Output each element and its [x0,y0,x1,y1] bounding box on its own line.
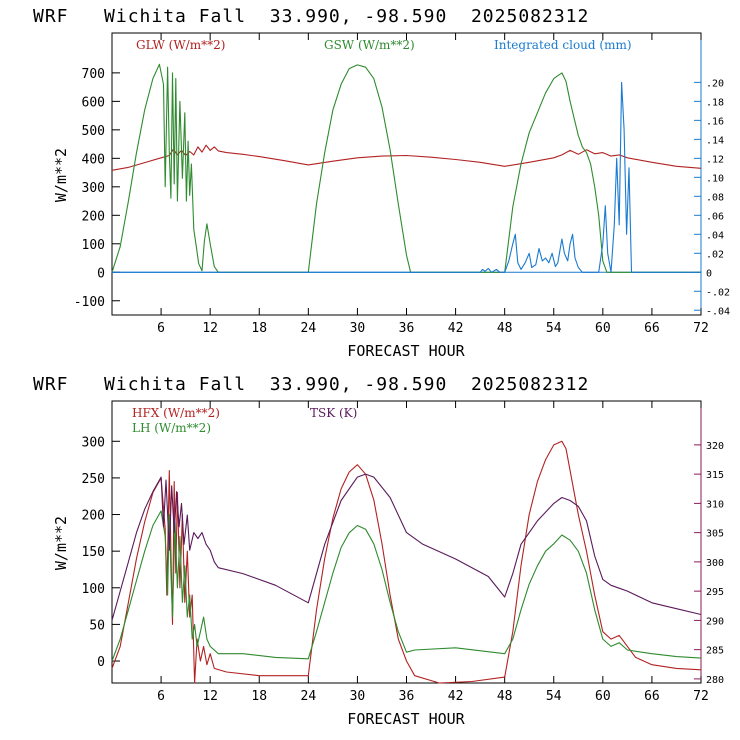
y-ticks: -100 0 100 200 300 400 500 600 700 [74,67,120,310]
flux-temperature-chart: WRF Wichita Fall 33.990, -98.590 2025082… [33,374,724,728]
legend-cloud: Integrated cloud (mm) [494,38,632,52]
legend-tsk: TSK (K) [310,406,357,420]
x-tick-label: 48 [497,689,513,704]
y2-tick-label: 295 [706,587,724,598]
x-tick-label: 24 [301,689,317,704]
y2-tick-label: .14 [706,135,724,146]
x-tick-label: 60 [595,321,611,336]
series-line-integrated [112,81,701,273]
y-tick-label: 0 [97,655,105,670]
plot-frame [111,400,702,684]
x-tick-label: 6 [157,321,165,336]
x-ticks: 6 12 18 24 30 36 42 48 54 60 66 72 [157,401,709,704]
y-tick-label: 0 [97,266,105,281]
y2-tick-label: 0 [706,268,712,279]
y-ticks: 0 50 100 150 200 250 300 [82,435,120,670]
y2-ticks: -.04 -.02 0 .02 .04 .06 .08 .10 .12 .14 .16 .18 .20 [694,78,730,317]
x-tick-label: 30 [350,689,366,704]
legend-gsw: GSW (W/m**2) [324,38,415,52]
y2-tick-label: 315 [706,470,724,481]
y-tick-label: 200 [82,509,105,524]
y-tick-label: 600 [82,95,105,110]
y-axis-label: W/m**2 [52,148,70,202]
x-tick-label: 66 [644,321,660,336]
y-tick-label: 500 [82,124,105,139]
y2-tick-label: 310 [706,499,724,510]
x-tick-label: 42 [448,321,464,336]
y-tick-label: 200 [82,209,105,224]
chart-title: WRF Wichita Fall 33.990, -98.590 2025082… [33,374,589,395]
series-line-gsw [111,63,701,273]
series-line-hfx [111,440,702,684]
y-tick-label: 50 [89,618,105,633]
y-tick-label: 400 [82,152,105,167]
y-tick-label: 700 [82,67,105,82]
y2-tick-label: .16 [706,116,724,127]
y2-tick-label: 300 [706,558,724,569]
series-line-tsk [111,473,702,621]
x-tick-label: 54 [546,689,562,704]
y2-tick-label: .20 [706,78,724,89]
y-tick-label: 100 [82,238,105,253]
series-line-glw [111,144,702,171]
series-lines [111,440,702,684]
x-tick-label: 6 [157,689,165,704]
y-tick-label: 300 [82,435,105,450]
y-tick-label: 150 [82,545,105,560]
chart-title: WRF Wichita Fall 33.990, -98.590 2025082… [33,6,589,27]
x-axis-label: FORECAST HOUR [347,710,465,728]
x-tick-label: 18 [251,689,267,704]
x-tick-label: 12 [202,689,218,704]
y-axis-label: W/m**2 [52,516,70,570]
x-tick-label: 66 [644,689,660,704]
series-lines [111,63,702,273]
x-tick-label: 36 [399,689,415,704]
legend-lh: LH (W/m**2) [132,421,211,435]
y2-tick-label: 320 [706,441,724,452]
legend-glw: GLW (W/m**2) [136,38,225,52]
y2-tick-label: .12 [706,154,724,165]
x-tick-label: 30 [350,321,366,336]
y-tick-label: 250 [82,472,105,487]
y2-tick-label: .02 [706,249,724,260]
x-tick-label: 54 [546,321,562,336]
y-tick-label: 100 [82,582,105,597]
x-tick-label: 18 [251,321,267,336]
x-tick-label: 36 [399,321,415,336]
x-tick-label: 48 [497,321,513,336]
radiation-cloud-chart: WRF Wichita Fall 33.990, -98.590 2025082… [33,6,730,360]
x-tick-label: 60 [595,689,611,704]
x-tick-label: 42 [448,689,464,704]
y2-tick-label: .06 [706,211,724,222]
y2-tick-label: 285 [706,646,724,657]
series-line-lh [111,510,702,662]
y2-tick-label: .04 [706,230,724,241]
y2-tick-label: 280 [706,675,724,686]
y2-tick-label: -.04 [706,306,730,317]
x-ticks: 6 12 18 24 30 36 42 48 54 60 66 72 [157,33,709,336]
x-tick-label: 72 [693,689,709,704]
x-tick-label: 24 [301,321,317,336]
legend-hfx: HFX (W/m**2) [132,406,220,420]
y-tick-label: 300 [82,181,105,196]
y2-tick-label: .10 [706,173,724,184]
y-tick-label: -100 [74,295,105,310]
y2-tick-label: 305 [706,529,724,540]
y2-tick-label: .18 [706,97,724,108]
y2-tick-label: 290 [706,616,724,627]
x-tick-label: 12 [202,321,218,336]
y2-ticks: 280 285 290 295 300 305 310 315 320 [694,441,724,686]
x-tick-label: 72 [693,321,709,336]
x-axis-label: FORECAST HOUR [347,342,465,360]
y2-tick-label: -.02 [706,287,730,298]
y2-tick-label: .08 [706,192,724,203]
